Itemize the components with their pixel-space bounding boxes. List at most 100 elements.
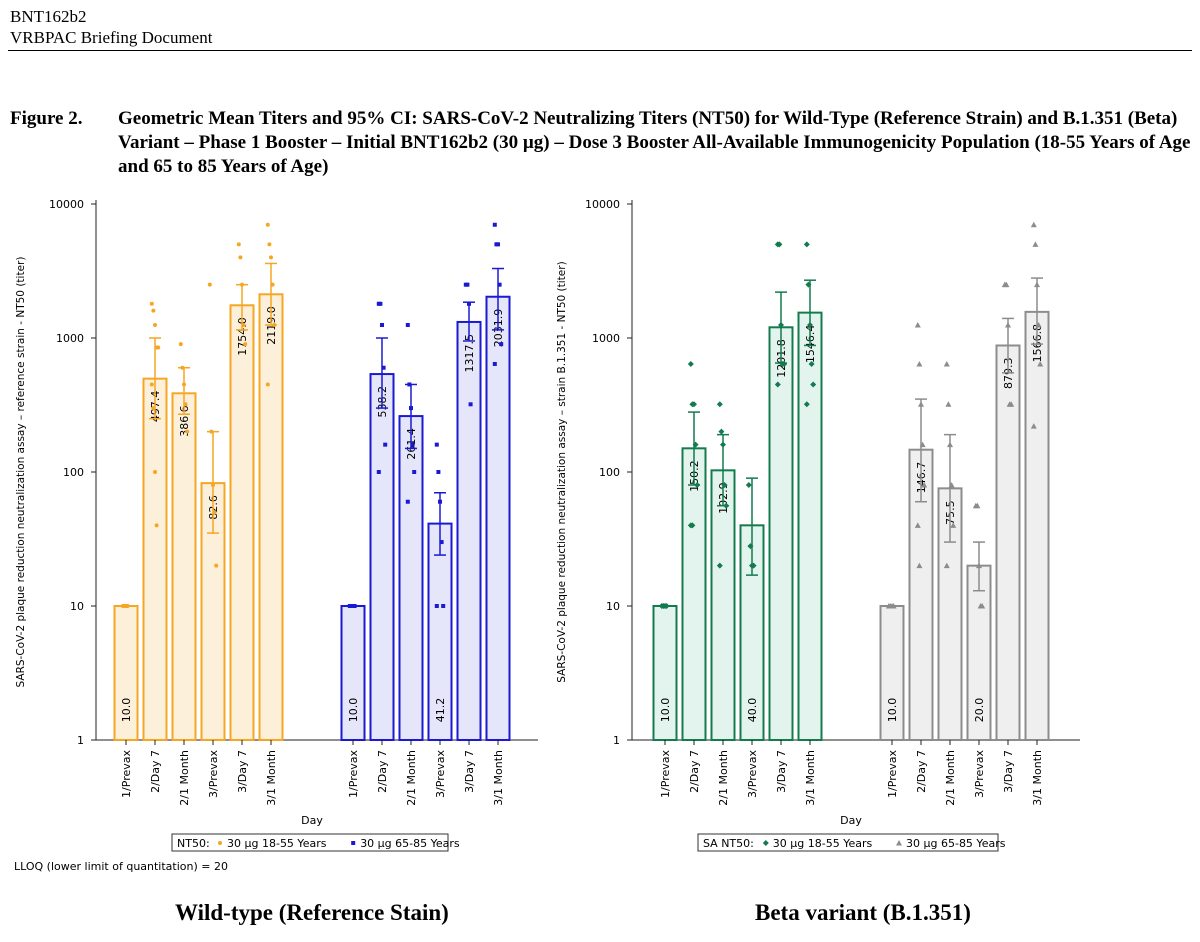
data-point: [808, 360, 815, 367]
data-point: [718, 428, 725, 435]
data-point: [352, 604, 357, 608]
data-point: [496, 242, 500, 247]
y-tick-label: 10000: [585, 198, 620, 211]
figure-label: Figure 2.: [10, 108, 83, 129]
data-point: [1032, 241, 1039, 247]
data-point: [236, 242, 241, 247]
data-point: [745, 481, 752, 488]
data-point: [943, 360, 950, 367]
legend-title: SA NT50:: [703, 837, 754, 850]
legend-box: [697, 833, 999, 852]
data-point: [914, 522, 921, 528]
data-point: [434, 442, 439, 447]
data-point: [241, 323, 246, 328]
y-tick-label: 10000: [49, 198, 84, 211]
data-point: [178, 342, 183, 347]
data-point: [918, 401, 924, 407]
data-point: [914, 322, 921, 328]
bar-value-label: 41.2: [434, 698, 447, 723]
legend-entry: 30 µg 65-85 Years: [906, 837, 1006, 850]
data-point: [979, 603, 986, 609]
data-point: [950, 522, 957, 528]
x-tick-label: 2/Day 7: [149, 750, 162, 793]
data-point: [497, 282, 502, 287]
bar: [797, 311, 823, 742]
data-point: [151, 406, 156, 411]
data-point: [383, 442, 388, 447]
legend-marker: [896, 840, 902, 846]
bar-value-label: 1754.0: [236, 317, 249, 356]
header-product: BNT162b2: [10, 7, 87, 26]
data-point: [468, 402, 473, 407]
bar: [1024, 310, 1050, 741]
data-point: [381, 365, 386, 370]
chart-beta-variant: 1 10 100 1000 10000 SARS-CoV-2 plaque reducti…: [556, 198, 1080, 852]
data-point: [211, 482, 215, 487]
data-point: [921, 481, 928, 488]
data-point: [663, 603, 670, 609]
data-point: [182, 382, 186, 387]
x-tick-label: 3/Day 7: [236, 750, 249, 793]
data-point: [747, 543, 754, 550]
x-tick-label: 3/1 Month: [804, 750, 817, 806]
data-point: [687, 360, 694, 367]
y-tick-label: 10: [70, 600, 84, 613]
series-group: 10.0150.2102.940.01201.81546.4: [652, 241, 823, 742]
caption-wild-type: Wild-type (Reference Stain): [175, 900, 449, 925]
data-point: [805, 281, 812, 288]
data-point: [774, 381, 781, 388]
data-point: [185, 429, 190, 434]
data-point: [810, 381, 817, 388]
data-point: [1030, 423, 1037, 429]
data-point: [776, 241, 783, 248]
data-point: [807, 322, 813, 329]
y-axis-label: SARS-CoV-2 plaque reduction neutralizati…: [15, 257, 27, 688]
y-tick-label: 1: [613, 734, 620, 747]
data-point: [947, 441, 953, 448]
data-point: [689, 522, 696, 529]
bar-value-label: 10.0: [347, 698, 360, 723]
bar: [398, 415, 424, 741]
bar-value-label: 10.0: [659, 698, 672, 723]
data-point: [919, 441, 926, 448]
x-tick-label: 3/1 Month: [492, 750, 505, 806]
y-tick-label: 1000: [592, 332, 620, 345]
data-point: [438, 499, 442, 504]
legend-marker: [351, 841, 356, 845]
data-point: [154, 523, 159, 528]
data-point: [1003, 281, 1010, 288]
data-point: [151, 308, 156, 313]
x-tick-label: 2/Day 7: [376, 750, 389, 793]
x-tick-label: 3/Prevax: [207, 750, 220, 798]
data-point: [149, 301, 154, 306]
y-tick-label: 10: [606, 600, 620, 613]
data-point: [716, 401, 723, 408]
data-point: [945, 401, 952, 407]
data-point: [407, 382, 412, 387]
data-point: [434, 604, 439, 608]
x-tick-label: 3/Prevax: [973, 750, 986, 798]
data-point: [1030, 221, 1037, 228]
data-point: [214, 563, 219, 568]
data-point: [974, 502, 981, 509]
data-point: [149, 382, 154, 387]
data-point: [207, 282, 212, 287]
legend: NT50: 30 µg 18-55 Years 30 µg 65-85 Years: [171, 833, 460, 852]
data-point: [265, 382, 270, 387]
data-point: [436, 470, 441, 474]
y-tick-label: 1: [77, 734, 84, 747]
data-point: [916, 562, 923, 569]
x-tick-label: 3/1 Month: [265, 750, 278, 806]
bar-value-label: 40.0: [746, 698, 759, 723]
x-tick-label: 3/Prevax: [746, 750, 759, 798]
legend-entry: 30 µg 18-55 Years: [227, 837, 327, 850]
data-point: [153, 470, 157, 474]
data-point: [180, 365, 185, 370]
data-point: [890, 603, 897, 609]
bar-value-label: 1317.5: [463, 334, 476, 373]
legend: SA NT50: 30 µg 18-55 Years 30 µg 65-85 Yea…: [697, 833, 1006, 852]
x-axis-label: Day: [840, 814, 862, 827]
bar-value-label: 10.0: [120, 698, 133, 723]
legend-box: [171, 833, 449, 852]
